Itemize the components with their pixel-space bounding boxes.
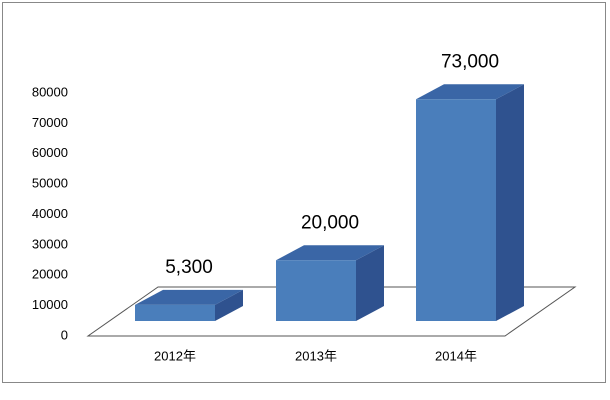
- x-tick-label: 2012年: [154, 348, 196, 363]
- bar: [416, 99, 496, 321]
- value-label: 5,300: [165, 257, 213, 278]
- value-label: 20,000: [301, 212, 359, 233]
- x-tick-label: 2013年: [295, 348, 337, 363]
- bar-top: [135, 289, 243, 305]
- y-tick-label: 0: [61, 327, 68, 342]
- value-label: 73,000: [441, 51, 499, 72]
- bar: [276, 260, 356, 321]
- bar-side: [356, 245, 384, 321]
- bar-side: [215, 289, 243, 321]
- bar-side: [496, 84, 524, 321]
- x-tick-label: 2014年: [435, 348, 477, 363]
- y-tick-label: 40000: [32, 206, 68, 221]
- bar: [135, 304, 215, 321]
- y-tick-label: 60000: [32, 145, 68, 160]
- y-tick-label: 20000: [32, 267, 68, 282]
- y-tick-label: 30000: [32, 236, 68, 251]
- bar-top: [276, 245, 384, 261]
- y-tick-label: 50000: [32, 176, 68, 191]
- y-tick-label: 10000: [32, 297, 68, 312]
- y-tick-label: 80000: [32, 84, 68, 99]
- bar-top: [416, 84, 524, 100]
- y-tick-label: 70000: [32, 115, 68, 130]
